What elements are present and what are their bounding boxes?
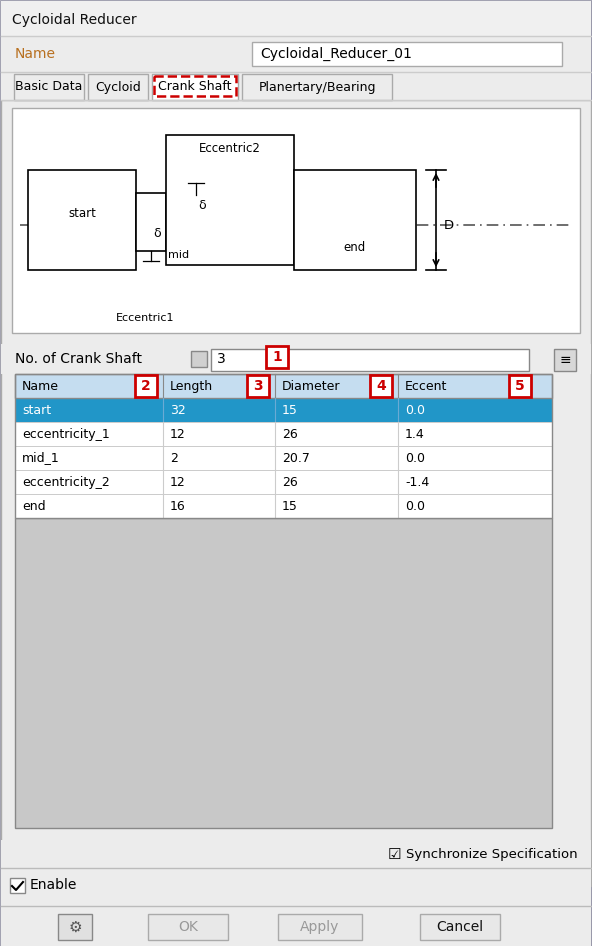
Text: 0.0: 0.0 (405, 451, 425, 464)
Text: mid_1: mid_1 (22, 451, 60, 464)
Bar (191, 351, 207, 367)
Text: 15: 15 (282, 499, 298, 513)
Text: Diameter: Diameter (282, 379, 340, 393)
Text: Eccent: Eccent (405, 379, 448, 393)
Bar (420, 914, 500, 940)
Text: ≡: ≡ (559, 353, 571, 367)
Text: Name: Name (22, 379, 59, 393)
Text: Synchronize Specification: Synchronize Specification (406, 848, 578, 861)
Bar (135, 375, 157, 397)
Bar (166, 135, 294, 265)
Bar (15, 518, 552, 828)
Bar (15, 398, 552, 422)
Text: Eccentric2: Eccentric2 (199, 143, 261, 155)
Text: end: end (344, 240, 366, 254)
Text: 4: 4 (376, 379, 386, 393)
Text: Cycloid: Cycloid (95, 80, 141, 94)
Text: eccentricity_2: eccentricity_2 (22, 476, 110, 488)
Bar (10, 878, 25, 893)
Text: 15: 15 (282, 404, 298, 416)
Text: 20.7: 20.7 (282, 451, 310, 464)
Bar (12, 108, 580, 333)
Text: Eccentric1: Eccentric1 (116, 313, 175, 323)
Text: end: end (22, 499, 46, 513)
Text: Cancel: Cancel (436, 920, 484, 934)
Text: Enable: Enable (30, 878, 78, 892)
Bar (1, 100, 591, 886)
Text: δ: δ (153, 226, 160, 239)
Bar (15, 446, 552, 470)
Text: D: D (444, 219, 454, 232)
Text: No. of Crank Shaft: No. of Crank Shaft (15, 352, 142, 366)
Text: 0.0: 0.0 (405, 499, 425, 513)
Text: 1: 1 (272, 350, 282, 364)
Bar (136, 193, 166, 251)
Text: Crank Shaft: Crank Shaft (158, 80, 231, 94)
Bar (294, 170, 416, 270)
Text: 26: 26 (282, 428, 298, 441)
Text: 3: 3 (217, 352, 226, 366)
Text: 2: 2 (141, 379, 151, 393)
Bar (509, 375, 531, 397)
Text: 3: 3 (253, 379, 263, 393)
Bar (247, 375, 269, 397)
Bar (28, 170, 136, 270)
Bar (1, 36, 591, 72)
Text: start: start (22, 404, 51, 416)
Bar (15, 374, 552, 398)
Text: Length: Length (170, 379, 213, 393)
Bar (242, 74, 392, 100)
Bar (1, 344, 591, 374)
Bar (278, 914, 362, 940)
Bar (148, 914, 228, 940)
Bar (1, 906, 591, 946)
Text: 12: 12 (170, 428, 186, 441)
Bar (88, 74, 148, 100)
Text: Planertary/Bearing: Planertary/Bearing (258, 80, 376, 94)
Text: 1.4: 1.4 (405, 428, 424, 441)
Text: 12: 12 (170, 476, 186, 488)
Bar (252, 42, 562, 66)
Bar (1, 1, 591, 36)
Bar (211, 349, 529, 371)
Text: Apply: Apply (300, 920, 340, 934)
Bar (152, 74, 238, 100)
Text: eccentricity_1: eccentricity_1 (22, 428, 110, 441)
Text: 26: 26 (282, 476, 298, 488)
Text: Cycloidal_Reducer_01: Cycloidal_Reducer_01 (260, 47, 412, 61)
Text: δ: δ (198, 199, 205, 212)
Bar (58, 914, 92, 940)
Text: 5: 5 (515, 379, 525, 393)
Bar (266, 346, 288, 368)
Text: start: start (68, 206, 96, 219)
Bar (15, 494, 552, 518)
Text: 2: 2 (170, 451, 178, 464)
Bar (1, 840, 591, 868)
Text: ⚙: ⚙ (68, 920, 82, 935)
Text: OK: OK (178, 920, 198, 934)
Text: 16: 16 (170, 499, 186, 513)
Text: Name: Name (15, 47, 56, 61)
Bar (14, 74, 84, 100)
Text: Basic Data: Basic Data (15, 80, 83, 94)
Bar (154, 76, 236, 96)
Text: 32: 32 (170, 404, 186, 416)
Bar (554, 349, 576, 371)
Bar (15, 374, 552, 518)
Text: 0.0: 0.0 (405, 404, 425, 416)
Text: ☑: ☑ (388, 847, 401, 862)
Bar (15, 422, 552, 446)
Text: -1.4: -1.4 (405, 476, 429, 488)
Bar (15, 470, 552, 494)
Bar (1, 868, 591, 906)
Bar (370, 375, 392, 397)
Bar (1, 72, 591, 100)
Text: Cycloidal Reducer: Cycloidal Reducer (12, 13, 137, 27)
Text: mid: mid (168, 250, 189, 260)
